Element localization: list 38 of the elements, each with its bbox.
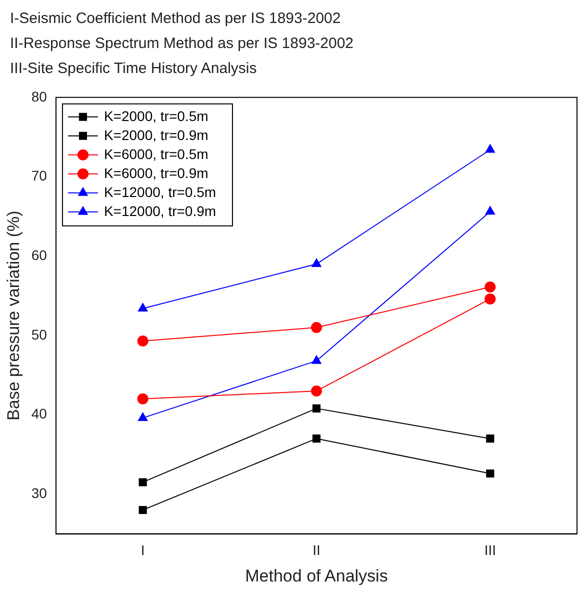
y-tick-label: 60 (31, 246, 48, 263)
point (137, 393, 148, 404)
x-tick-label: II (312, 542, 320, 558)
point (138, 412, 148, 421)
x-tick-label: I (140, 542, 145, 558)
point (138, 302, 148, 312)
point (485, 144, 495, 153)
y-tick-label: 80 (31, 88, 48, 104)
point (138, 506, 147, 514)
text: I-Seismic Coefficient Method as per IS 1893-2002 (10, 9, 342, 29)
y-tick-label: 70 (31, 168, 48, 184)
point (484, 293, 496, 304)
legend-label: K=12000, tr=0.9m (104, 202, 216, 219)
point (312, 404, 321, 412)
y-axis-title: Base pressure variation (%) (4, 210, 23, 420)
y-tick-label: 40 (31, 406, 48, 422)
point (312, 355, 322, 364)
point (310, 322, 322, 333)
legend-label: K=6000, tr=0.9m (104, 164, 208, 181)
point (485, 206, 495, 215)
text: II-Response Spectrum Method as per IS 1893-2002 (10, 34, 355, 54)
legend-label: K=12000, tr=0.5m (104, 184, 216, 200)
legend-label: K=2000, tr=0.5m (104, 108, 208, 124)
x-tick-label: III (484, 542, 496, 558)
x-axis-title: Method of Analysis (245, 566, 388, 586)
point (484, 282, 496, 293)
point (310, 385, 322, 396)
point (486, 469, 494, 478)
y-tick-label: 30 (31, 484, 48, 501)
point (137, 335, 148, 346)
point (486, 434, 494, 443)
legend-label: K=6000, tr=0.5m (104, 146, 208, 162)
point (312, 258, 322, 268)
y-tick-label: 50 (31, 326, 48, 342)
point (312, 434, 321, 443)
legend-label: K=2000, tr=0.9m (104, 126, 208, 143)
point (138, 478, 147, 486)
text: III-Site Specific Time History Analysis (10, 59, 258, 79)
